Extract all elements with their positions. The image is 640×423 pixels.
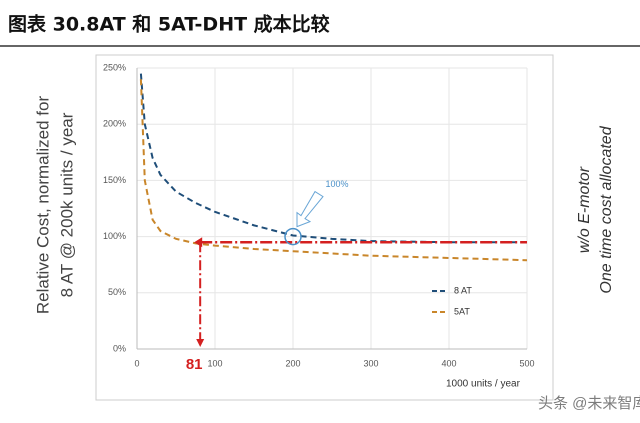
callout-circle <box>284 227 302 246</box>
x-axis-title: 1000 units / year <box>446 379 521 390</box>
y-tick-label: 50% <box>108 287 126 297</box>
x-tick-label: 100 <box>207 358 222 368</box>
x-tick-label: 400 <box>441 358 456 368</box>
marker-arrow <box>196 339 205 347</box>
callout-arrow <box>296 190 324 228</box>
side-note: One time cost allocated <box>598 125 615 293</box>
x-tick-label: 500 <box>519 358 534 368</box>
watermark: 头条 @未来智库 <box>538 394 640 412</box>
x-tick-label: 200 <box>285 358 300 368</box>
legend-label: 5AT <box>454 306 470 316</box>
marker-x-label: 81 <box>186 356 203 373</box>
chart-frame <box>95 54 554 401</box>
page-title: 图表 30.8AT 和 5AT-DHT 成本比较 <box>8 13 330 36</box>
legend-label: 8 AT <box>454 285 472 295</box>
marker-arrow <box>194 237 203 248</box>
y-tick-label: 0% <box>113 343 126 353</box>
y-tick-label: 150% <box>103 175 126 185</box>
series-line <box>139 79 528 262</box>
side-note: w/o E-motor <box>576 166 593 253</box>
series-line <box>139 73 527 244</box>
y-axis-title: Relative Cost, normalized for <box>33 96 52 315</box>
y-tick-label: 100% <box>103 231 126 241</box>
y-axis-title: 8 AT @ 200k units / year <box>57 112 76 297</box>
callout-label: 100% <box>325 179 348 189</box>
x-tick-label: 0 <box>134 358 139 368</box>
y-tick-label: 200% <box>103 119 126 129</box>
y-tick-label: 250% <box>103 62 126 72</box>
x-tick-label: 300 <box>363 358 378 368</box>
